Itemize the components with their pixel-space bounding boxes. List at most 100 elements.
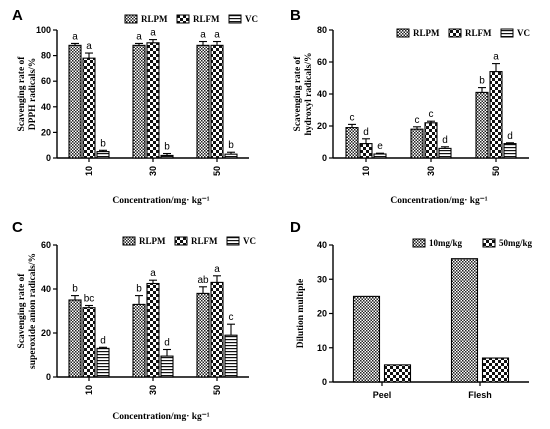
- bar-vc-10: [96, 347, 110, 378]
- bar-rlfm-50: [489, 71, 503, 159]
- legend-swatch: [396, 28, 410, 38]
- legend-label: VC: [243, 236, 256, 246]
- bar-rlpm-50: [196, 292, 210, 378]
- y-tick-label: 40: [317, 89, 327, 99]
- significance-letter: a: [493, 52, 499, 63]
- legend-swatch: [448, 28, 462, 38]
- y-tick-label: 100: [36, 25, 51, 35]
- y-axis-label: Scavenging rate ofDPPH radicals/%: [17, 56, 38, 132]
- significance-letter: a: [214, 30, 220, 41]
- y-tick-label: 60: [41, 76, 51, 86]
- y-tick-label: 40: [41, 102, 51, 112]
- bar-rlfm-10: [82, 307, 96, 378]
- bar-rlpm-10: [68, 299, 82, 378]
- y-tick-label: 20: [41, 328, 51, 338]
- panel-letter: A: [12, 7, 23, 24]
- x-tick-label: 30: [148, 166, 158, 176]
- legend-swatch: [500, 28, 514, 38]
- significance-letter: b: [136, 284, 142, 295]
- legend-label: RLPM: [413, 28, 440, 38]
- bar-rlfm-30: [146, 42, 160, 159]
- significance-letter: b: [479, 76, 485, 87]
- bar-rlpm-50: [196, 44, 210, 159]
- significance-letter: a: [150, 28, 156, 39]
- bar-rlfm-10: [359, 143, 373, 159]
- legend-swatch: [174, 236, 188, 246]
- bar-rlpm-30: [410, 128, 424, 159]
- bar-vc-10: [373, 153, 387, 159]
- bar-10mg-kg-peel: [352, 295, 381, 383]
- x-axis-label: Concentration/mg· kg⁻¹: [112, 196, 209, 206]
- legend-label: RLPM: [139, 236, 166, 246]
- y-tick-label: 20: [41, 127, 51, 137]
- x-tick-label: 50: [212, 385, 222, 395]
- significance-letter: a: [72, 31, 78, 42]
- y-tick-label: 0: [46, 372, 51, 382]
- significance-letter: c: [229, 312, 234, 323]
- x-axis-label: Concentration/mg· kg⁻¹: [390, 196, 487, 206]
- x-axis-label: Concentration/mg· kg⁻¹: [112, 412, 209, 422]
- significance-letter: e: [377, 141, 383, 152]
- legend-label: RLPM: [141, 14, 168, 24]
- significance-letter: d: [442, 135, 448, 146]
- significance-letter: b: [164, 142, 170, 153]
- x-tick-label: 10: [84, 385, 94, 395]
- x-tick-label: 30: [426, 166, 436, 176]
- legend-swatch: [122, 236, 136, 246]
- bar-rlpm-10: [345, 127, 359, 159]
- y-tick-label: 60: [41, 240, 51, 250]
- y-tick-label: 80: [317, 25, 327, 35]
- y-tick-label: 20: [317, 309, 327, 319]
- significance-letter: a: [200, 30, 206, 41]
- legend-swatch: [176, 14, 190, 24]
- x-tick-label: 50: [491, 166, 501, 176]
- legend-label: 10mg/kg: [429, 238, 463, 248]
- legend-label: RLFM: [193, 14, 220, 24]
- panel-letter: D: [290, 219, 301, 236]
- bar-10mg-kg-flesh: [450, 258, 479, 383]
- significance-letter: b: [72, 284, 78, 295]
- legend-label: RLFM: [191, 236, 218, 246]
- panel-a: A 0 20 40 60 80 100 Scavenging rate ofDPPH radi…: [12, 7, 258, 206]
- bar-rlpm-10: [68, 44, 82, 159]
- bar-vc-30: [160, 355, 174, 378]
- significance-letter: d: [363, 127, 369, 138]
- bar-rlfm-50: [210, 44, 224, 159]
- legend-swatch: [226, 236, 240, 246]
- y-tick-label: 10: [317, 343, 327, 353]
- legend-label: VC: [245, 14, 258, 24]
- y-tick-label: 0: [322, 153, 327, 163]
- significance-letter: b: [228, 140, 234, 151]
- bar-vc-50: [224, 334, 238, 378]
- significance-letter: bc: [84, 294, 95, 305]
- panel-b: B 0 20 40 60 80 Scavenging rate ofhydroxyl rad…: [290, 7, 530, 206]
- legend-label: VC: [517, 28, 530, 38]
- legend-swatch: [124, 14, 138, 24]
- bar-vc-50: [224, 153, 238, 159]
- x-tick-label: 30: [148, 385, 158, 395]
- x-tick-label: Peel: [373, 390, 392, 400]
- significance-letter: d: [100, 335, 106, 346]
- significance-letter: a: [214, 264, 220, 275]
- y-tick-label: 40: [317, 240, 327, 250]
- y-tick-label: 60: [317, 57, 327, 67]
- significance-letter: a: [150, 268, 156, 279]
- significance-letter: c: [429, 109, 434, 120]
- x-tick-label: 50: [212, 166, 222, 176]
- bar-rlfm-10: [82, 57, 96, 159]
- y-axis-label: Scavenging rate ofhydroxyl radicals/%: [293, 53, 314, 136]
- bar-rlfm-30: [146, 282, 160, 378]
- bar-vc-30: [438, 147, 452, 159]
- bar-rlpm-30: [132, 303, 146, 378]
- legend-swatch: [228, 14, 242, 24]
- y-tick-label: 80: [41, 51, 51, 61]
- panel-letter: C: [12, 219, 23, 236]
- significance-letter: d: [164, 338, 170, 349]
- y-tick-label: 20: [317, 121, 327, 131]
- significance-letter: b: [100, 138, 106, 149]
- significance-letter: d: [507, 131, 513, 142]
- x-tick-label: Flesh: [468, 390, 492, 400]
- significance-letter: a: [86, 41, 92, 52]
- bar-rlfm-30: [424, 122, 438, 159]
